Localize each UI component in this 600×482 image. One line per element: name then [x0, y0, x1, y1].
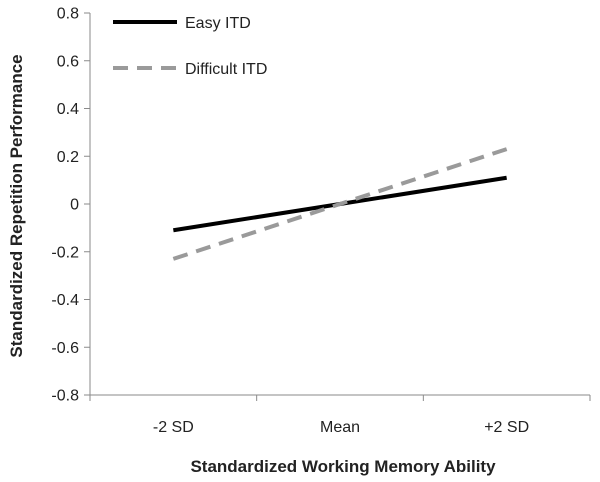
- y-tick-label: -0.2: [51, 244, 79, 261]
- x-axis-title: Standardized Working Memory Ability: [190, 457, 496, 476]
- x-tick-label: -2 SD: [153, 419, 194, 436]
- x-tick-label: +2 SD: [484, 419, 529, 436]
- y-tick-label: 0.8: [57, 6, 79, 23]
- y-tick-label: 0.4: [57, 101, 79, 118]
- axes: 0.8 0.6 0.4 0.2 0 -0.2 -0.4 -0.6 -0.8 -2 SD Mean +2…: [51, 6, 591, 436]
- legend: Easy ITD Difficult ITD: [113, 15, 267, 78]
- series-layer: [172, 147, 508, 261]
- y-tick-label: -0.8: [51, 388, 79, 405]
- x-tick-label: Mean: [320, 419, 360, 436]
- y-axis-title: Standardized Repetition Performance: [7, 54, 26, 357]
- legend-label: Difficult ITD: [185, 61, 267, 78]
- y-tick-label: -0.4: [51, 292, 79, 309]
- series-line-2: [172, 147, 508, 261]
- y-tick-label: 0.6: [57, 53, 79, 70]
- y-tick-label: 0.2: [57, 149, 79, 166]
- legend-label: Easy ITD: [185, 15, 251, 32]
- y-tick-label: 0: [70, 197, 79, 214]
- y-tick-label: -0.6: [51, 340, 79, 357]
